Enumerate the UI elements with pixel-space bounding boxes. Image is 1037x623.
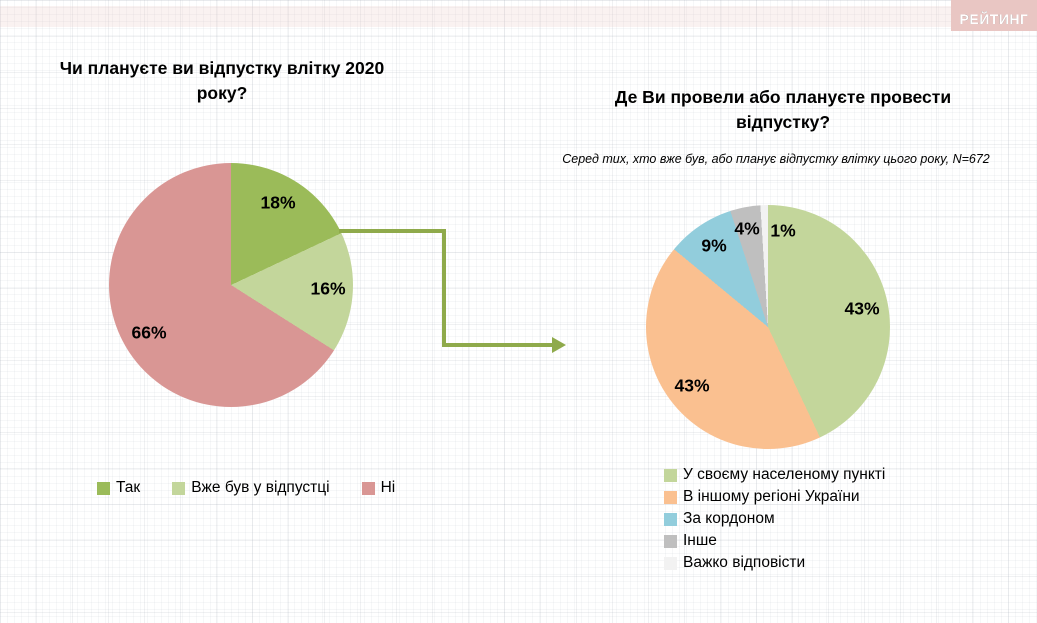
arrow-head-icon xyxy=(552,337,566,353)
left-pie-label-already: 16% xyxy=(310,278,346,299)
top-accent-band xyxy=(0,6,1037,27)
right-pie-label-other-region: 43% xyxy=(674,375,710,396)
right-pie-chart xyxy=(646,205,890,449)
legend-label-already: Вже був у відпустці xyxy=(191,479,330,496)
legend-label-yes: Так xyxy=(116,479,141,496)
left-pie-label-no: 66% xyxy=(131,322,167,343)
legend-swatch-own-settlement xyxy=(664,468,677,482)
legend-label-no: Ні xyxy=(380,479,396,496)
left-legend: Так Вже був у відпустці Ні xyxy=(97,479,395,497)
legend-item-other-region: В іншому регіоні України xyxy=(664,486,885,508)
legend-label-hard-to-say: Важко відповісти xyxy=(683,554,806,571)
legend-label-own-settlement: У своєму населеному пункті xyxy=(683,466,886,483)
legend-swatch-hard-to-say xyxy=(664,556,677,570)
legend-swatch-other-region xyxy=(664,490,677,504)
legend-item-yes: Так xyxy=(97,479,140,497)
legend-item-abroad: За кордоном xyxy=(664,508,885,530)
legend-label-other-region: В іншому регіоні України xyxy=(683,488,860,505)
legend-swatch-other xyxy=(664,534,677,548)
legend-item-other: Інше xyxy=(664,530,885,552)
arrow-segment-horizontal-1 xyxy=(339,229,446,233)
legend-swatch-no xyxy=(361,481,375,495)
legend-label-other: Інше xyxy=(683,532,717,549)
left-pie-label-so: 18% xyxy=(260,192,296,213)
legend-item-hard-to-say: Важко відповісти xyxy=(664,552,885,574)
legend-swatch-already xyxy=(172,481,186,495)
right-pie-label-own-settlement: 43% xyxy=(844,298,880,319)
legend-item-own-settlement: У своєму населеному пункті xyxy=(664,464,885,486)
legend-swatch-abroad xyxy=(664,512,677,526)
right-chart-subtitle: Серед тих, хто вже був, або планує відпу… xyxy=(562,152,990,166)
right-legend: У своєму населеному пункті В іншому регі… xyxy=(664,464,885,574)
arrow-segment-horizontal-2 xyxy=(442,343,553,347)
rating-logo: РЕЙТИНГ xyxy=(951,0,1037,31)
legend-swatch-yes xyxy=(97,481,110,495)
right-pie-label-hard-to-say: 1% xyxy=(770,220,796,241)
legend-item-already: Вже був у відпустці xyxy=(172,479,330,497)
arrow-segment-vertical xyxy=(442,229,446,347)
left-pie-chart xyxy=(109,163,353,407)
left-chart-title: Чи плануєте ви відпустку влітку 2020 рок… xyxy=(59,58,385,103)
right-chart-title: Де Ви провели або плануєте провести відп… xyxy=(614,87,952,132)
legend-label-abroad: За кордоном xyxy=(683,510,775,527)
right-pie-label-other: 4% xyxy=(734,218,760,239)
legend-item-no: Ні xyxy=(361,479,396,497)
right-pie-label-abroad: 9% xyxy=(701,235,727,256)
